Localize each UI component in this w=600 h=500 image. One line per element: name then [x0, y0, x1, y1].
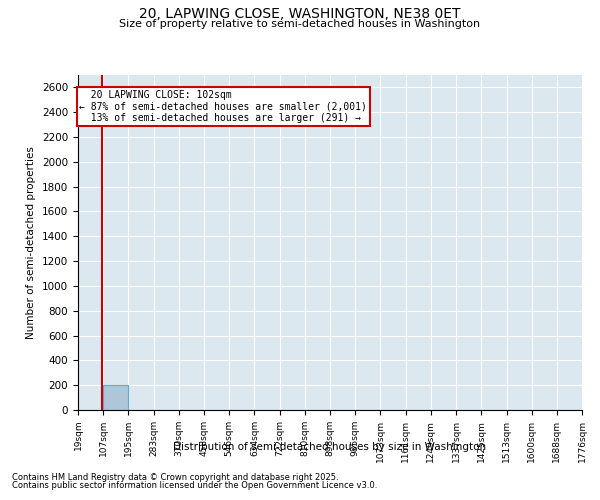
- Text: 20, LAPWING CLOSE, WASHINGTON, NE38 0ET: 20, LAPWING CLOSE, WASHINGTON, NE38 0ET: [139, 8, 461, 22]
- Text: 20 LAPWING CLOSE: 102sqm
← 87% of semi-detached houses are smaller (2,001)
  13%: 20 LAPWING CLOSE: 102sqm ← 87% of semi-d…: [79, 90, 367, 123]
- Text: Contains HM Land Registry data © Crown copyright and database right 2025.: Contains HM Land Registry data © Crown c…: [12, 472, 338, 482]
- Text: Distribution of semi-detached houses by size in Washington: Distribution of semi-detached houses by …: [173, 442, 487, 452]
- Text: Size of property relative to semi-detached houses in Washington: Size of property relative to semi-detach…: [119, 19, 481, 29]
- Text: Contains public sector information licensed under the Open Government Licence v3: Contains public sector information licen…: [12, 481, 377, 490]
- Bar: [103, 385, 128, 410]
- Y-axis label: Number of semi-detached properties: Number of semi-detached properties: [26, 146, 37, 339]
